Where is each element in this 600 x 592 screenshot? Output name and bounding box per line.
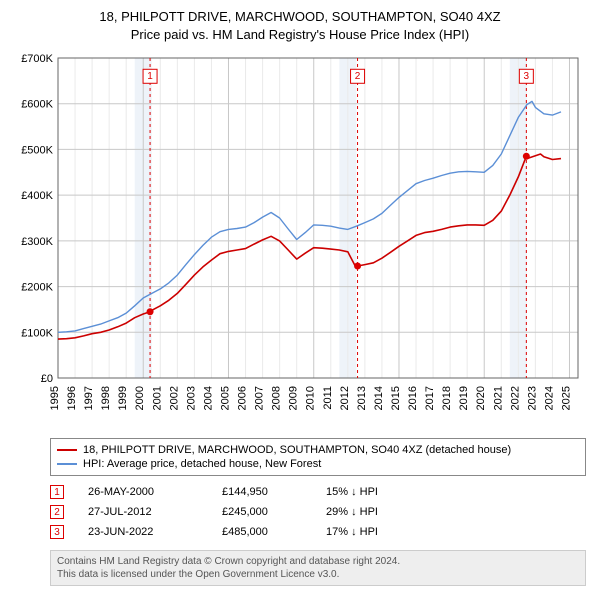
chart-title: 18, PHILPOTT DRIVE, MARCHWOOD, SOUTHAMPT… bbox=[10, 8, 590, 44]
transaction-marker: 1 bbox=[50, 485, 64, 499]
legend-label: HPI: Average price, detached house, New … bbox=[83, 458, 321, 470]
svg-text:1995: 1995 bbox=[49, 386, 61, 410]
transaction-price: £245,000 bbox=[222, 506, 302, 518]
svg-text:2002: 2002 bbox=[168, 386, 180, 410]
title-line-1: 18, PHILPOTT DRIVE, MARCHWOOD, SOUTHAMPT… bbox=[10, 8, 590, 26]
attribution-footer: Contains HM Land Registry data © Crown c… bbox=[50, 550, 586, 586]
transactions-table: 1 26-MAY-2000 £144,950 15% ↓ HPI 2 27-JUL-201… bbox=[50, 482, 586, 542]
svg-text:£600K: £600K bbox=[21, 99, 53, 111]
svg-text:2021: 2021 bbox=[492, 386, 504, 410]
svg-text:2000: 2000 bbox=[134, 386, 146, 410]
svg-text:£500K: £500K bbox=[21, 145, 53, 157]
legend-swatch bbox=[57, 449, 77, 451]
svg-text:2013: 2013 bbox=[356, 386, 368, 410]
transaction-price: £485,000 bbox=[222, 526, 302, 538]
transaction-date: 23-JUN-2022 bbox=[88, 526, 198, 538]
svg-text:1998: 1998 bbox=[100, 386, 112, 410]
svg-text:1999: 1999 bbox=[117, 386, 129, 410]
svg-text:£700K: £700K bbox=[21, 53, 53, 65]
svg-text:2025: 2025 bbox=[560, 386, 572, 410]
svg-text:1997: 1997 bbox=[83, 386, 95, 410]
svg-text:2003: 2003 bbox=[185, 386, 197, 410]
svg-text:2015: 2015 bbox=[390, 386, 402, 410]
transaction-marker: 3 bbox=[50, 525, 64, 539]
legend: 18, PHILPOTT DRIVE, MARCHWOOD, SOUTHAMPT… bbox=[50, 438, 586, 476]
svg-text:2016: 2016 bbox=[407, 386, 419, 410]
svg-text:2007: 2007 bbox=[254, 386, 266, 410]
transaction-row: 1 26-MAY-2000 £144,950 15% ↓ HPI bbox=[50, 482, 586, 502]
svg-text:£100K: £100K bbox=[21, 328, 53, 340]
legend-row: HPI: Average price, detached house, New … bbox=[57, 457, 579, 471]
svg-text:2011: 2011 bbox=[322, 386, 334, 410]
svg-text:2014: 2014 bbox=[373, 386, 385, 410]
transaction-row: 3 23-JUN-2022 £485,000 17% ↓ HPI bbox=[50, 522, 586, 542]
svg-text:2009: 2009 bbox=[288, 386, 300, 410]
svg-text:2001: 2001 bbox=[151, 386, 163, 410]
svg-text:1: 1 bbox=[147, 71, 153, 82]
svg-text:2004: 2004 bbox=[202, 386, 214, 410]
svg-text:2023: 2023 bbox=[526, 386, 538, 410]
svg-text:2010: 2010 bbox=[305, 386, 317, 410]
svg-text:2022: 2022 bbox=[509, 386, 521, 410]
legend-label: 18, PHILPOTT DRIVE, MARCHWOOD, SOUTHAMPT… bbox=[83, 444, 511, 456]
chart-svg: £0 £100K £200K £300K £400K £500K £600K £700K 199… bbox=[10, 50, 590, 430]
svg-text:£200K: £200K bbox=[21, 282, 53, 294]
svg-text:2017: 2017 bbox=[424, 386, 436, 410]
svg-text:1996: 1996 bbox=[66, 386, 78, 410]
transaction-price: £144,950 bbox=[222, 486, 302, 498]
svg-text:2024: 2024 bbox=[543, 386, 555, 410]
svg-text:£400K: £400K bbox=[21, 191, 53, 203]
price-chart: £0 £100K £200K £300K £400K £500K £600K £700K 199… bbox=[10, 50, 590, 430]
footer-line-2: This data is licensed under the Open Gov… bbox=[57, 568, 579, 581]
legend-swatch bbox=[57, 463, 77, 465]
svg-text:2008: 2008 bbox=[271, 386, 283, 410]
title-line-2: Price paid vs. HM Land Registry's House … bbox=[10, 26, 590, 44]
transaction-marker: 2 bbox=[50, 505, 64, 519]
legend-row: 18, PHILPOTT DRIVE, MARCHWOOD, SOUTHAMPT… bbox=[57, 443, 579, 457]
svg-text:2012: 2012 bbox=[339, 386, 351, 410]
svg-text:2: 2 bbox=[355, 71, 361, 82]
svg-text:£300K: £300K bbox=[21, 236, 53, 248]
transaction-delta: 15% ↓ HPI bbox=[326, 486, 378, 498]
footer-line-1: Contains HM Land Registry data © Crown c… bbox=[57, 555, 579, 568]
transaction-date: 27-JUL-2012 bbox=[88, 506, 198, 518]
svg-text:2018: 2018 bbox=[441, 386, 453, 410]
svg-text:2019: 2019 bbox=[458, 386, 470, 410]
transaction-date: 26-MAY-2000 bbox=[88, 486, 198, 498]
transaction-delta: 29% ↓ HPI bbox=[326, 506, 378, 518]
svg-text:2020: 2020 bbox=[475, 386, 487, 410]
svg-text:3: 3 bbox=[524, 71, 530, 82]
svg-text:2005: 2005 bbox=[219, 386, 231, 410]
transaction-row: 2 27-JUL-2012 £245,000 29% ↓ HPI bbox=[50, 502, 586, 522]
transaction-delta: 17% ↓ HPI bbox=[326, 526, 378, 538]
svg-text:£0: £0 bbox=[41, 373, 53, 385]
svg-text:2006: 2006 bbox=[237, 386, 249, 410]
